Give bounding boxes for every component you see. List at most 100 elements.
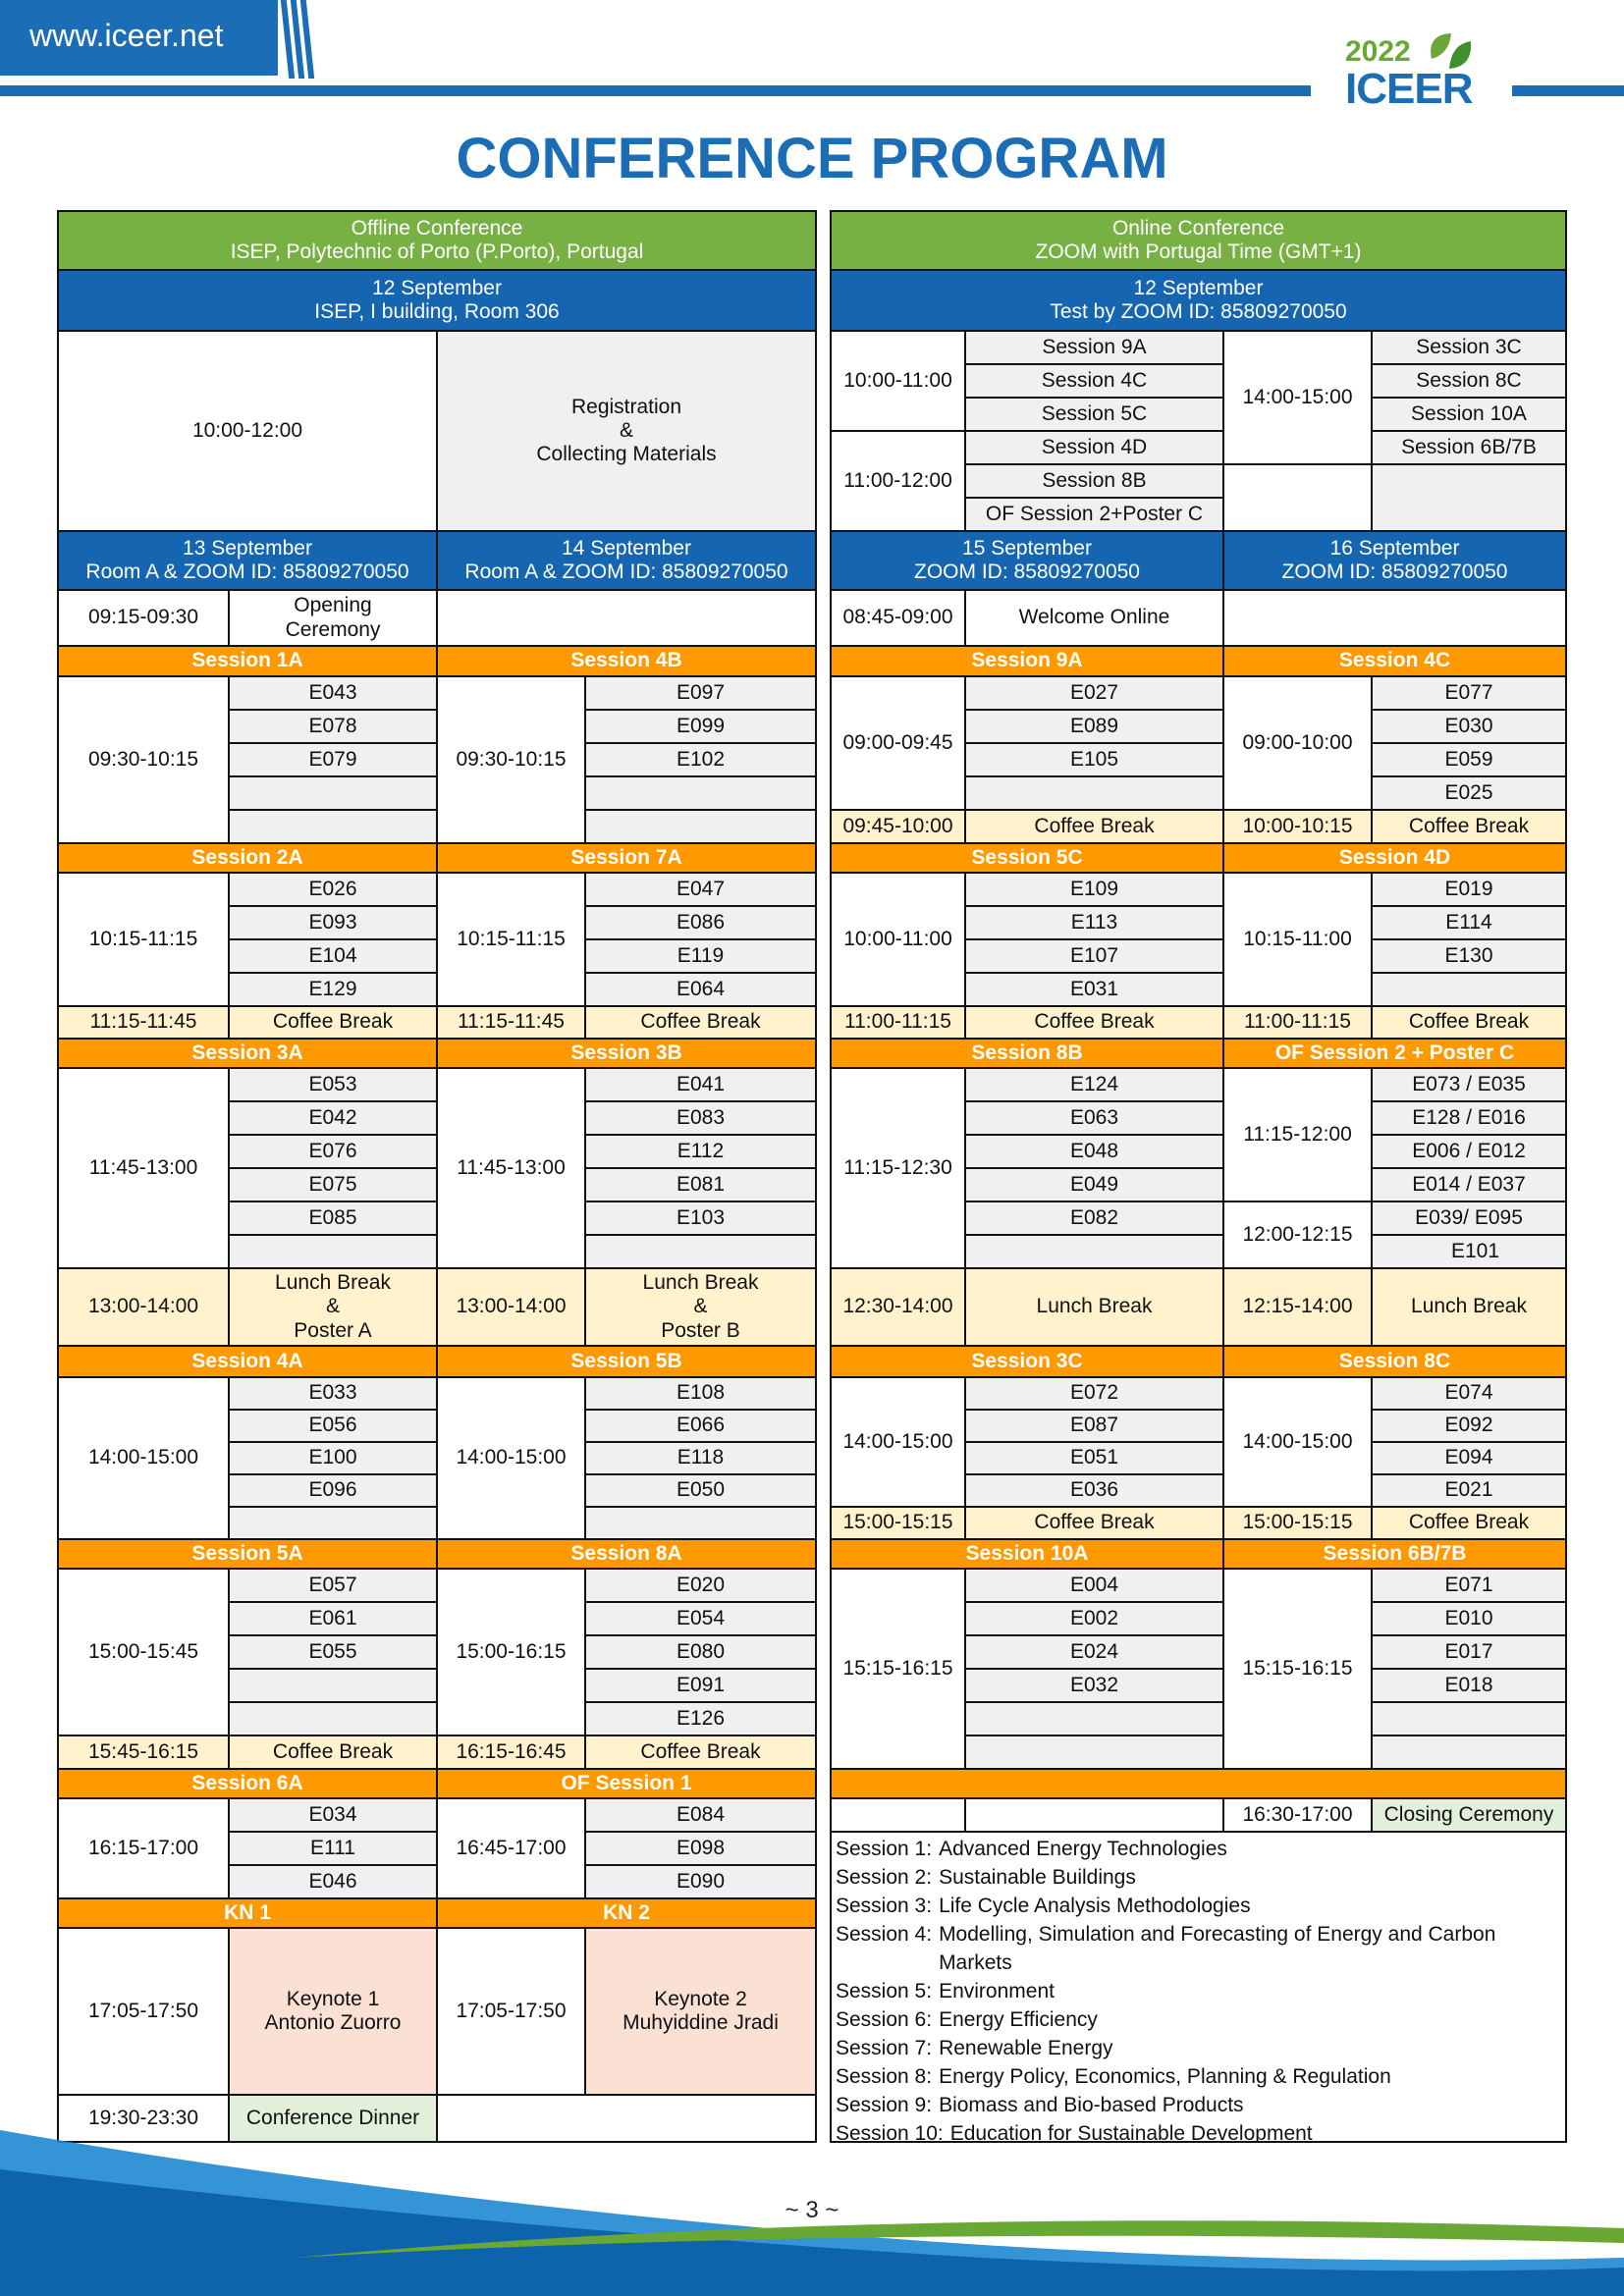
page-title: CONFERENCE PROGRAM <box>456 127 1168 190</box>
conference-dinner-time-text: 19:30-23:30 <box>87 2106 199 2129</box>
coffee-break-time-text: 11:15-11:45 <box>89 1010 197 1034</box>
test-session-text: Session 8B <box>1042 468 1147 492</box>
paper-id: E104 <box>230 940 436 972</box>
session-header: Session 5A <box>59 1540 436 1568</box>
paper-id: E054 <box>586 1603 815 1634</box>
paper-id: E078 <box>230 711 436 742</box>
paper-id: E102 <box>586 744 815 775</box>
paper-id: E056 <box>230 1411 436 1441</box>
session-header-text: Session 8A <box>570 1541 682 1565</box>
paper-id-text: E128 / E016 <box>1412 1105 1526 1129</box>
paper-id-text: E126 <box>676 1706 726 1730</box>
session-time-text: 09:00-09:45 <box>842 730 953 754</box>
coffee-break-time: 15:45-16:15 <box>59 1736 228 1768</box>
website-url[interactable]: www.iceer.net <box>29 18 224 53</box>
paper-id: E039/ E095 <box>1373 1202 1565 1234</box>
paper-id <box>966 777 1222 809</box>
paper-id-text: E099 <box>676 714 726 737</box>
keynote-header: KN 1 <box>59 1899 436 1927</box>
lunch-break-time: 12:15-14:00 <box>1224 1269 1371 1345</box>
coffee-break-text: Coffee Break <box>1408 1511 1530 1534</box>
keynote-text: Keynote 1 Antonio Zuorro <box>264 1987 402 2034</box>
legend-label: Session 1: <box>836 1838 933 1860</box>
coffee-break-time-text: 11:00-11:15 <box>844 1010 951 1034</box>
paper-id-text: E107 <box>1069 943 1119 967</box>
paper-id-text: E102 <box>676 747 726 771</box>
paper-id: E080 <box>586 1636 815 1668</box>
test-session: Session 10A <box>1373 399 1565 430</box>
empty-cell <box>438 591 815 645</box>
paper-id: E053 <box>230 1069 436 1100</box>
session-header-text: Session 2A <box>191 845 303 869</box>
test-session: Session 8C <box>1373 365 1565 397</box>
lunch-break-text: Lunch Break & Poster B <box>642 1271 759 1342</box>
paper-id: E036 <box>966 1475 1222 1506</box>
session-time-text: 09:30-10:15 <box>87 747 199 771</box>
session-time-text: 16:45-17:00 <box>456 1836 567 1859</box>
session-time: 10:00-11:00 <box>832 874 964 1005</box>
paper-id-text: E025 <box>1444 780 1493 804</box>
paper-id-text: E100 <box>308 1446 357 1469</box>
paper-id: E089 <box>966 711 1222 742</box>
session-time-text: 15:00-16:15 <box>456 1639 567 1663</box>
paper-id: E084 <box>586 1799 815 1831</box>
session-time: 09:00-10:00 <box>1224 677 1371 809</box>
opening-ceremony-text: Opening Ceremony <box>285 594 381 641</box>
paper-id-text: E043 <box>308 680 357 704</box>
session-header: OF Session 2 + Poster C <box>1224 1040 1565 1067</box>
legend-label: Session 7: <box>836 2037 933 2059</box>
paper-id: E048 <box>966 1136 1222 1167</box>
session-header: Session 8A <box>438 1540 815 1568</box>
empty-cell <box>1224 591 1565 645</box>
test-session: Session 3C <box>1373 332 1565 363</box>
paper-id <box>586 811 815 842</box>
session-time-text: 15:00-15:45 <box>87 1639 199 1663</box>
test-session: Session 5C <box>966 399 1222 430</box>
paper-id-text: E085 <box>308 1205 357 1229</box>
legend-item: Session 7: Renewable Energy <box>836 2034 1561 2062</box>
paper-id: E030 <box>1373 711 1565 742</box>
coffee-break-time: 11:15-11:45 <box>438 1007 584 1038</box>
paper-id: E093 <box>230 907 436 938</box>
day-header-text: 14 September <box>562 536 691 560</box>
paper-id-text: E049 <box>1069 1172 1119 1196</box>
session-header: Session 5B <box>438 1347 815 1376</box>
coffee-break-time-text: 11:15-11:45 <box>458 1010 565 1034</box>
paper-id-text: E059 <box>1444 747 1493 771</box>
coffee-break-text: Coffee Break <box>1408 1010 1530 1034</box>
paper-id: E097 <box>586 677 815 709</box>
legend-item: Session 2: Sustainable Buildings <box>836 1863 1561 1892</box>
coffee-break-time: 16:15-16:45 <box>438 1736 584 1768</box>
legend-item: Session 9: Biomass and Bio-based Products <box>836 2091 1561 2119</box>
keynote-header: KN 2 <box>438 1899 815 1927</box>
offline-schedule-table: Offline Conference ISEP, Polytechnic of P… <box>57 210 817 2143</box>
empty-cell <box>1373 465 1565 530</box>
paper-id-text: E063 <box>1069 1105 1119 1129</box>
paper-id-text: E050 <box>676 1478 726 1502</box>
lunch-break: Lunch Break <box>1373 1269 1565 1345</box>
legend-item: Session 8: Energy Policy, Economics, Plan… <box>836 2062 1561 2091</box>
registration-time: 10:00-12:00 <box>59 332 436 530</box>
session-header: Session 4D <box>1224 844 1565 872</box>
test-session: Session 4D <box>966 432 1222 463</box>
session-time-text: 15:15-16:15 <box>1242 1656 1353 1680</box>
paper-id: E066 <box>586 1411 815 1441</box>
paper-id-text: E104 <box>308 943 357 967</box>
session-header: Session 7A <box>438 844 815 872</box>
paper-id-text: E072 <box>1069 1381 1119 1405</box>
paper-id-text: E130 <box>1444 943 1493 967</box>
lunch-break-time: 13:00-14:00 <box>438 1269 584 1345</box>
legend-item: Session 5: Environment <box>836 1977 1561 2005</box>
session-header-text: Session 4B <box>570 649 682 672</box>
lunch-break: Lunch Break & Poster B <box>586 1269 815 1345</box>
paper-id-text: E119 <box>677 943 725 967</box>
paper-id: E118 <box>586 1443 815 1473</box>
iceer-logo: 2022 ICEER <box>1335 27 1502 113</box>
offline-conference-header: Offline Conference ISEP, Polytechnic of P… <box>59 212 815 269</box>
legend-text: Life Cycle Analysis Methodologies <box>939 1895 1251 1917</box>
empty-cell <box>832 1799 964 1831</box>
paper-id: E059 <box>1373 744 1565 775</box>
paper-id-text: E042 <box>308 1105 357 1129</box>
offline-conference-header-text: Offline Conference <box>351 216 523 240</box>
lunch-break: Lunch Break & Poster A <box>230 1269 436 1345</box>
